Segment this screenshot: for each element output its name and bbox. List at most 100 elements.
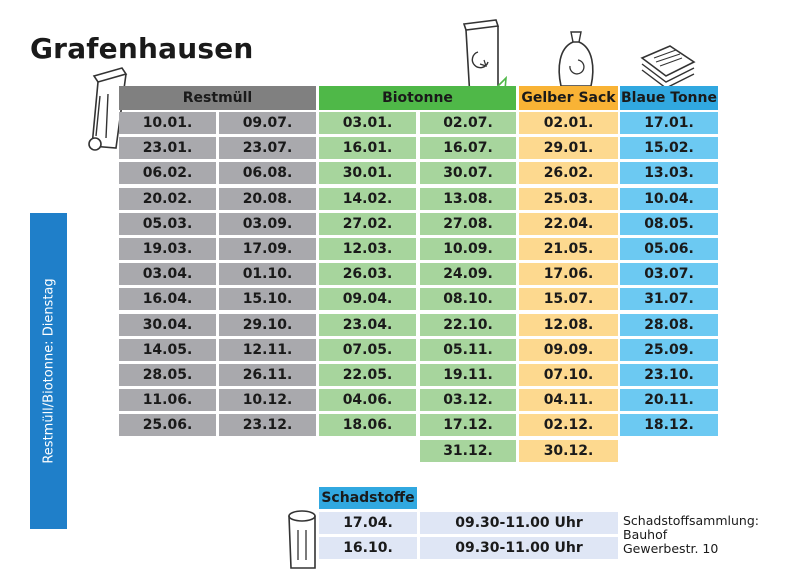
restmuell-date: 03.09. xyxy=(219,213,316,235)
biotonne-date: 22.10. xyxy=(420,314,516,336)
biotonne-date: 22.05. xyxy=(319,364,416,386)
restmuell-date: 09.07. xyxy=(219,112,316,134)
restmuell-date: 15.10. xyxy=(219,288,316,310)
restmuell-date: 16.04. xyxy=(119,288,216,310)
biotonne-date: 18.06. xyxy=(319,414,416,436)
gelber-sack-date: 29.01. xyxy=(519,137,618,159)
side-label: Restmüll/Biotonne: Dienstag xyxy=(41,278,56,464)
blaue-tonne-date: 15.02. xyxy=(620,137,718,159)
page-title: Grafenhausen xyxy=(30,32,254,65)
schad-info: Schadstoffsammlung: Bauhof Gewerbestr. 1… xyxy=(623,514,759,556)
gelber-sack-date: 30.12. xyxy=(519,440,618,462)
gelber-sack-date: 07.10. xyxy=(519,364,618,386)
schad-info-line: Schadstoffsammlung: xyxy=(623,513,759,528)
gelber-sack-date: 21.05. xyxy=(519,238,618,260)
schad-time-2: 09.30-11.00 Uhr xyxy=(420,537,618,559)
yellow-sack-icon xyxy=(558,31,594,87)
biotonne-date: 12.03. xyxy=(319,238,416,260)
restmuell-date: 19.03. xyxy=(119,238,216,260)
schad-time-1: 09.30-11.00 Uhr xyxy=(420,512,618,534)
blaue-tonne-date: 20.11. xyxy=(620,389,718,411)
biotonne-date: 03.01. xyxy=(319,112,416,134)
gelber-sack-date: 22.04. xyxy=(519,213,618,235)
restmuell-date: 20.02. xyxy=(119,188,216,210)
paper-stack-icon xyxy=(640,45,696,89)
biotonne-date: 07.05. xyxy=(319,339,416,361)
blaue-tonne-date: 17.01. xyxy=(620,112,718,134)
biotonne-date: 23.04. xyxy=(319,314,416,336)
biotonne-date: 02.07. xyxy=(420,112,516,134)
restmuell-date: 20.08. xyxy=(219,188,316,210)
gelber-sack-date: 25.03. xyxy=(519,188,618,210)
blaue-tonne-date: 25.09. xyxy=(620,339,718,361)
schad-date-1: 17.04. xyxy=(319,512,417,534)
restmuell-date: 23.01. xyxy=(119,137,216,159)
gelber-sack-date: 26.02. xyxy=(519,162,618,184)
biotonne-date: 30.07. xyxy=(420,162,516,184)
biotonne-date: 31.12. xyxy=(420,440,516,462)
header-gelber-sack: Gelber Sack xyxy=(519,86,618,110)
biotonne-date: 14.02. xyxy=(319,188,416,210)
gelber-sack-date: 09.09. xyxy=(519,339,618,361)
header-schadstoffe: Schadstoffe xyxy=(319,487,417,509)
restmuell-date: 30.04. xyxy=(119,314,216,336)
side-label-bar: Restmüll/Biotonne: Dienstag xyxy=(30,213,67,529)
blaue-tonne-date: 08.05. xyxy=(620,213,718,235)
blaue-tonne-date: 28.08. xyxy=(620,314,718,336)
restmuell-date: 06.08. xyxy=(219,162,316,184)
restmuell-date: 12.11. xyxy=(219,339,316,361)
restmuell-date: 28.05. xyxy=(119,364,216,386)
restmuell-date: 03.04. xyxy=(119,263,216,285)
restmuell-date: 14.05. xyxy=(119,339,216,361)
biotonne-date: 08.10. xyxy=(420,288,516,310)
schad-info-line: Bauhof xyxy=(623,527,668,542)
hazardous-bin-icon xyxy=(288,510,316,569)
schad-info-line: Gewerbestr. 10 xyxy=(623,541,719,556)
gelber-sack-date: 17.06. xyxy=(519,263,618,285)
biotonne-date: 30.01. xyxy=(319,162,416,184)
biotonne-date: 19.11. xyxy=(420,364,516,386)
biotonne-date: 16.07. xyxy=(420,137,516,159)
blaue-tonne-date: 03.07. xyxy=(620,263,718,285)
biotonne-date: 26.03. xyxy=(319,263,416,285)
biotonne-date: 03.12. xyxy=(420,389,516,411)
restmuell-date: 01.10. xyxy=(219,263,316,285)
blaue-tonne-date: 31.07. xyxy=(620,288,718,310)
biotonne-date: 13.08. xyxy=(420,188,516,210)
blaue-tonne-date: 23.10. xyxy=(620,364,718,386)
header-blaue-tonne: Blaue Tonne xyxy=(620,86,718,110)
biotonne-date: 16.01. xyxy=(319,137,416,159)
biotonne-date: 09.04. xyxy=(319,288,416,310)
biotonne-date: 04.06. xyxy=(319,389,416,411)
gelber-sack-date: 02.12. xyxy=(519,414,618,436)
blaue-tonne-date: 10.04. xyxy=(620,188,718,210)
restmuell-date: 17.09. xyxy=(219,238,316,260)
restmuell-date: 23.07. xyxy=(219,137,316,159)
biotonne-date: 27.02. xyxy=(319,213,416,235)
blaue-tonne-date: 18.12. xyxy=(620,414,718,436)
restmuell-date: 29.10. xyxy=(219,314,316,336)
waste-bin-icon xyxy=(88,67,128,151)
restmuell-date: 05.03. xyxy=(119,213,216,235)
restmuell-date: 23.12. xyxy=(219,414,316,436)
gelber-sack-date: 12.08. xyxy=(519,314,618,336)
schad-date-2: 16.10. xyxy=(319,537,417,559)
header-restmuell: Restmüll xyxy=(119,86,316,110)
restmuell-date: 06.02. xyxy=(119,162,216,184)
restmuell-date: 11.06. xyxy=(119,389,216,411)
restmuell-date: 26.11. xyxy=(219,364,316,386)
header-biotonne: Biotonne xyxy=(319,86,516,110)
restmuell-date: 10.12. xyxy=(219,389,316,411)
blaue-tonne-date: 05.06. xyxy=(620,238,718,260)
biotonne-date: 17.12. xyxy=(420,414,516,436)
restmuell-date: 10.01. xyxy=(119,112,216,134)
biotonne-date: 10.09. xyxy=(420,238,516,260)
gelber-sack-date: 04.11. xyxy=(519,389,618,411)
restmuell-date: 25.06. xyxy=(119,414,216,436)
gelber-sack-date: 15.07. xyxy=(519,288,618,310)
gelber-sack-date: 02.01. xyxy=(519,112,618,134)
biotonne-date: 05.11. xyxy=(420,339,516,361)
blaue-tonne-date: 13.03. xyxy=(620,162,718,184)
biotonne-date: 27.08. xyxy=(420,213,516,235)
biotonne-date: 24.09. xyxy=(420,263,516,285)
